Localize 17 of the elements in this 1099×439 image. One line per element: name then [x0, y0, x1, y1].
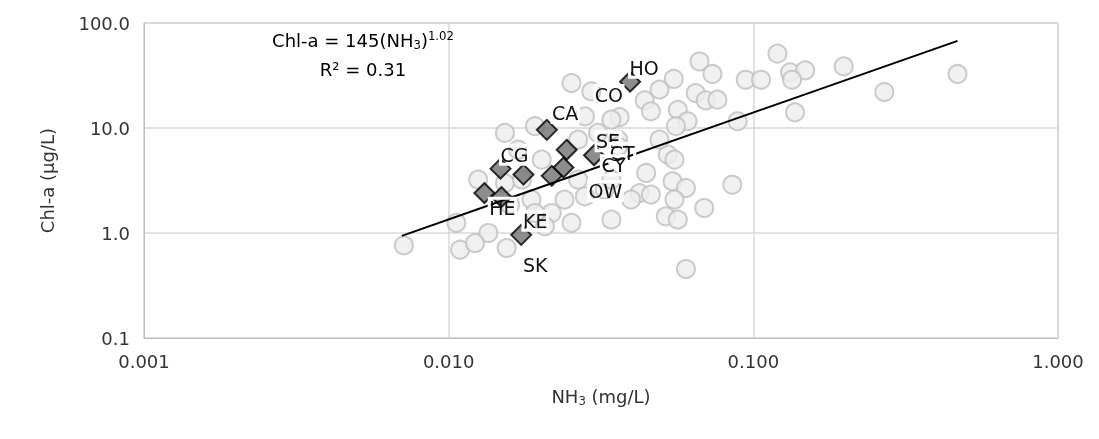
x-tick-label: 0.100	[727, 350, 780, 372]
x-tick-label: 0.001	[118, 350, 170, 372]
y-tick-label: 10.0	[89, 117, 130, 139]
annotation: SK	[522, 253, 548, 276]
annotation: CG	[500, 143, 529, 166]
annotation: HO	[629, 56, 659, 79]
annotation: OW	[588, 179, 623, 202]
y-tick-label: 1.0	[101, 222, 130, 244]
y-tick-label: 0.1	[101, 327, 130, 349]
annotation: KE	[522, 209, 548, 232]
annotation: CA	[552, 102, 579, 125]
y-tick-label: 100.0	[78, 12, 130, 34]
x-tick-label: 0.010	[422, 350, 475, 372]
annotation: R² = 0.31	[319, 58, 407, 80]
annotation: CO	[594, 83, 624, 106]
x-tick-label: 1.000	[1032, 350, 1084, 372]
y-axis-title: Chl-a (µg/L)	[36, 127, 58, 234]
